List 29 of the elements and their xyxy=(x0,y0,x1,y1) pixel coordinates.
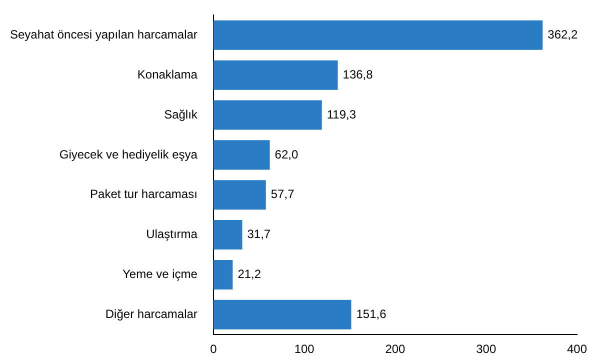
bar xyxy=(213,180,266,210)
x-tick-label: 100 xyxy=(294,342,315,356)
bar xyxy=(213,60,338,90)
bar xyxy=(213,300,352,330)
data-label: 362,2 xyxy=(548,27,578,42)
x-tick-label: 300 xyxy=(476,342,496,356)
x-tick-label: 0 xyxy=(210,342,218,356)
data-label: 136,8 xyxy=(342,67,374,82)
data-label: 21,2 xyxy=(238,267,262,282)
data-label: 151,6 xyxy=(356,306,387,321)
y-tick-label: Paket tur harcaması xyxy=(90,187,198,202)
y-tick-label: Giyecek ve hediyelik eşya xyxy=(59,147,198,162)
x-tick-label: 200 xyxy=(385,342,406,356)
data-label: 119,3 xyxy=(326,107,356,122)
bar xyxy=(213,220,242,250)
data-label: 57,7 xyxy=(270,187,295,202)
y-tick-label: Konaklama xyxy=(137,67,198,82)
y-tick-label: Seyahat öncesi yapılan harcamalar xyxy=(10,27,198,42)
y-tick-label: Yeme ve içme xyxy=(122,267,198,282)
y-tick-label: Sağlık xyxy=(164,107,198,122)
data-label: 31,7 xyxy=(247,227,271,242)
bar xyxy=(213,140,270,170)
x-tick-label: 400 xyxy=(566,342,588,356)
bar xyxy=(213,100,322,130)
y-tick-label: Diğer harcamalar xyxy=(105,306,198,321)
bar xyxy=(213,260,233,290)
y-tick-label: Ulaştırma xyxy=(146,227,198,242)
data-label: 62,0 xyxy=(274,147,298,162)
bar xyxy=(213,20,543,50)
